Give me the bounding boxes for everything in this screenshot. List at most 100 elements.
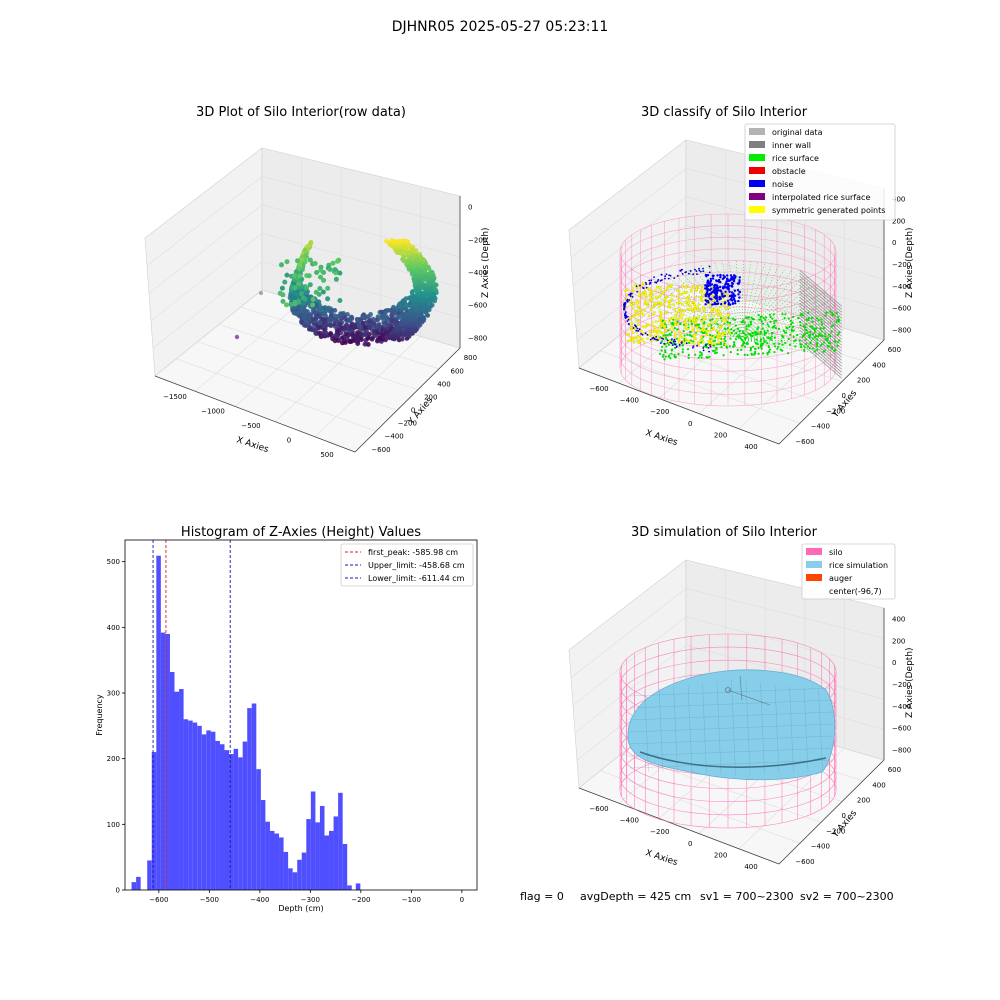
rice-surface-point xyxy=(830,311,834,314)
rice-surface-point xyxy=(832,324,835,327)
raw-point xyxy=(325,285,331,291)
z-tick-label: −600 xyxy=(892,305,911,313)
rice-surface-point xyxy=(809,325,812,328)
legend-swatch xyxy=(806,548,822,555)
raw-point xyxy=(428,286,433,292)
y-tick-label: 200 xyxy=(857,377,870,385)
noise-point xyxy=(704,284,708,287)
symmetric-point xyxy=(685,290,689,294)
noise-point xyxy=(629,295,632,298)
noise-point xyxy=(624,311,627,314)
symmetric-point xyxy=(651,313,655,317)
rice-surface-point xyxy=(760,347,763,350)
noise-point xyxy=(625,314,627,317)
symmetric-point xyxy=(668,339,672,342)
rice-surface-point xyxy=(766,352,769,355)
rice-surface-point xyxy=(806,331,809,334)
histogram-bar xyxy=(274,833,280,890)
rice-surface-point xyxy=(734,338,738,341)
raw-point xyxy=(375,317,381,323)
rice-surface-point xyxy=(673,346,677,350)
symmetric-point xyxy=(667,302,671,305)
x-tick-label: −1500 xyxy=(163,393,187,401)
rice-surface-point xyxy=(661,345,664,348)
rice-surface-point xyxy=(679,322,682,325)
z-tick-label: 200 xyxy=(892,217,905,225)
noise-point xyxy=(721,292,724,295)
symmetric-point xyxy=(635,298,638,302)
y-tick-label: 500 xyxy=(107,558,120,566)
symmetric-point xyxy=(685,322,689,326)
grid-line xyxy=(572,196,687,286)
noise-point xyxy=(733,289,737,292)
rice-surface-point xyxy=(787,352,790,355)
surface-mesh-line xyxy=(629,687,833,697)
rice-surface-point xyxy=(760,315,763,318)
rice-surface-point xyxy=(763,339,766,342)
raw-point xyxy=(389,318,395,324)
rice-surface-line xyxy=(700,264,743,341)
x-tick-label: −200 xyxy=(650,408,669,416)
symmetric-point xyxy=(643,300,647,303)
noise-point xyxy=(726,278,729,282)
rice-surface-point xyxy=(762,316,765,320)
symmetric-point xyxy=(693,318,696,322)
surface-mesh-line xyxy=(629,699,833,709)
noise-point xyxy=(707,347,710,349)
symmetric-point xyxy=(656,328,660,332)
rice-surface-point xyxy=(727,316,730,319)
legend-frame xyxy=(744,123,896,221)
y-tick-label: −400 xyxy=(811,423,830,431)
rice-surface-point xyxy=(814,330,817,333)
histogram-bar xyxy=(265,821,270,890)
symmetric-point xyxy=(692,300,696,304)
rice-surface-point xyxy=(836,344,839,347)
rice-surface-point xyxy=(837,318,841,321)
histogram-bar xyxy=(315,822,320,890)
z-tick-label: −200 xyxy=(468,236,487,244)
rice-surface-point xyxy=(813,350,817,353)
noise-point xyxy=(696,273,698,275)
symmetric-point xyxy=(667,299,671,303)
noise-point xyxy=(669,274,672,277)
legend-label: silo xyxy=(829,548,843,557)
raw-point xyxy=(380,332,386,338)
grid-line xyxy=(574,224,687,314)
raw-point xyxy=(391,309,397,314)
symmetric-point xyxy=(668,304,672,308)
rice-surface-point xyxy=(754,352,757,355)
raw-point xyxy=(292,285,298,291)
rice-surface-point xyxy=(765,316,768,319)
noise-point xyxy=(685,271,688,273)
rice-surface-line xyxy=(741,339,837,342)
histogram-title: Histogram of Z-Axies (Height) Values xyxy=(181,525,421,540)
rice-surface-point xyxy=(743,332,746,335)
rice-surface-point xyxy=(703,321,706,324)
rice-surface-point xyxy=(778,342,781,345)
rice-surface-point xyxy=(741,321,744,324)
rice-surface-point xyxy=(661,355,665,358)
histogram-bar xyxy=(260,800,266,890)
rice-surface-point xyxy=(724,340,727,343)
raw-point xyxy=(403,316,408,322)
noise-point xyxy=(721,277,725,281)
symmetric-point xyxy=(627,333,631,336)
symmetric-point xyxy=(648,294,652,298)
rice-surface-point xyxy=(692,340,695,343)
noise-point xyxy=(715,286,719,289)
grid-line xyxy=(685,196,885,250)
symmetric-point xyxy=(659,324,663,328)
grid-line xyxy=(197,341,398,411)
noise-point xyxy=(651,337,654,340)
symmetric-point xyxy=(641,282,645,285)
y-tick-label: −600 xyxy=(795,858,814,866)
rice-surface-point xyxy=(819,344,822,347)
noise-point xyxy=(723,302,727,305)
rice-surface-point xyxy=(766,329,769,332)
histogram-bar xyxy=(355,883,361,890)
symmetric-point xyxy=(670,325,674,328)
rice-surface-point xyxy=(791,325,795,328)
panel-raw-title: 3D Plot of Silo Interior(row data) xyxy=(196,105,406,120)
raw-point xyxy=(380,328,386,334)
